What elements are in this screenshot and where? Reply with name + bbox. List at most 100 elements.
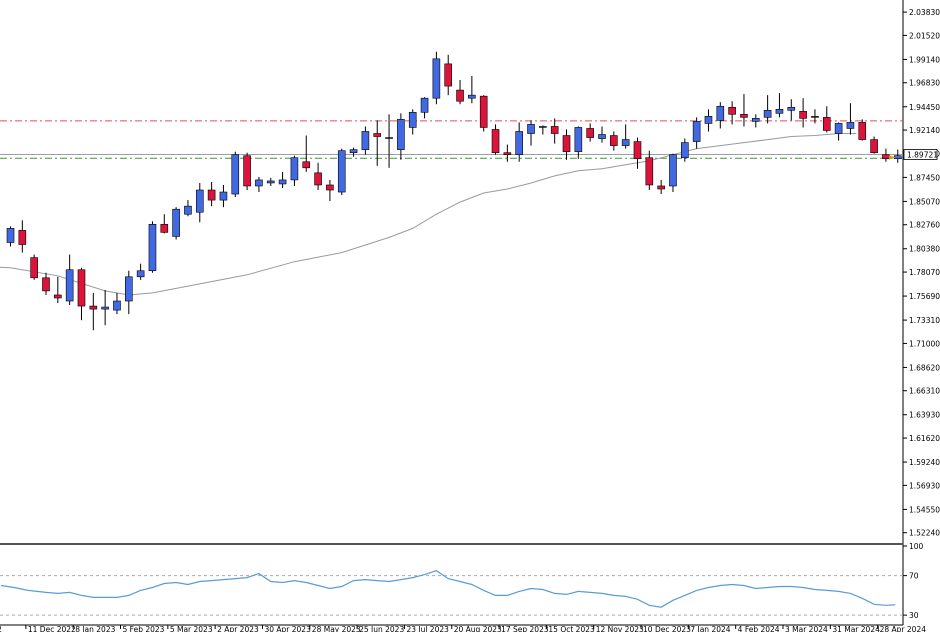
price-tick-label: 1.61620 (909, 434, 940, 443)
candle-body (408, 112, 417, 128)
candle-body (799, 111, 807, 119)
price-tick-label: 1.63930 (909, 411, 940, 420)
candle-body (65, 269, 74, 302)
candle-body (337, 150, 346, 193)
candle-body (255, 179, 263, 187)
candle-body (456, 89, 464, 102)
price-tick-label: 1.71000 (909, 339, 940, 348)
oscillator-tick-label: 70 (909, 572, 919, 581)
candle-body (373, 133, 382, 137)
candle-body (704, 116, 713, 124)
candle-body (219, 191, 228, 201)
candle-body (787, 106, 796, 111)
time-tick-label: 4 Feb 2024 (738, 625, 780, 632)
candle-body (420, 97, 429, 113)
candle-body (716, 105, 725, 121)
candle-body (870, 139, 878, 153)
price-tick-label: 1.54550 (909, 505, 940, 514)
candle-body (444, 63, 453, 87)
candle-body (491, 129, 500, 153)
price-tick-label: 1.56930 (909, 481, 940, 490)
time-tick-label: 7 Jan 2024 (690, 625, 730, 632)
moving-average-line (0, 133, 857, 296)
candle-body (645, 157, 654, 186)
candle-body (77, 269, 86, 307)
time-tick-label: 31 Mar 2024 (832, 625, 880, 632)
price-tick-label: 1.59240 (909, 458, 940, 467)
candle-body (775, 108, 784, 114)
time-tick-label: 11 Dec 2022 (28, 625, 76, 632)
price-tick-label: 2.03830 (909, 8, 940, 17)
candle-body (326, 184, 334, 191)
candle-body (539, 126, 547, 128)
candle-body (290, 157, 299, 181)
candle-body (54, 294, 62, 299)
candle-body (669, 154, 677, 187)
time-tick-label: 2 Apr 2023 (217, 625, 259, 632)
candle-body (172, 208, 180, 237)
candle-body (586, 128, 594, 138)
candle-body (621, 139, 630, 146)
candle-body (633, 141, 642, 160)
time-tick-label: 3 Mar 2024 (785, 625, 828, 632)
price-tick-label: 1.78070 (909, 268, 940, 277)
time-tick-label: 17 Sep 2023 (501, 625, 549, 632)
candle-body (822, 117, 831, 131)
candle-body (479, 95, 488, 128)
candle-body (278, 179, 287, 185)
candle-body (195, 189, 204, 213)
candle-body (657, 185, 665, 190)
candle-body (113, 300, 121, 311)
price-tick-label: 2.01520 (909, 31, 940, 40)
current-price-box (903, 149, 938, 160)
price-tick-label: 1.85070 (909, 197, 940, 206)
candle-body (846, 122, 855, 129)
candle-body (692, 121, 701, 142)
candle-body (160, 224, 169, 233)
time-tick-label: 5 Feb 2023 (123, 625, 165, 632)
time-tick-label: 28 May 2023 (312, 625, 361, 632)
candle-body (858, 122, 867, 140)
candle-body (302, 161, 311, 169)
candle-body (184, 205, 192, 215)
candle-body (550, 126, 559, 134)
candle-body (740, 114, 748, 118)
candle-body (385, 137, 393, 139)
candle-body (811, 116, 819, 118)
time-tick-label: 5 Mar 2023 (170, 625, 213, 632)
candle-body (574, 127, 583, 152)
oscillator-line (0, 570, 896, 608)
candle-body (148, 224, 157, 272)
candle-body (598, 134, 606, 139)
candle-body (681, 142, 689, 159)
candle-body (349, 149, 358, 153)
candle-body (266, 180, 275, 184)
current-price-arrow (889, 155, 896, 160)
oscillator-tick-label: 30 (909, 611, 919, 620)
candle-body (763, 109, 772, 118)
candle-body (101, 306, 109, 310)
time-tick-label: 10 Dec 2023 (643, 625, 691, 632)
price-tick-label: 1.52240 (909, 529, 940, 538)
price-tick-label: 1.99140 (909, 55, 940, 64)
candle-body (468, 94, 476, 99)
candle-body (231, 154, 240, 195)
oscillator-tick-label: 100 (909, 542, 924, 551)
candle-body (18, 230, 27, 245)
candle-body (503, 152, 512, 155)
price-tick-label: 1.94450 (909, 103, 940, 112)
time-tick-label: 8 Jan 2023 (75, 625, 115, 632)
candle-body (527, 124, 535, 134)
candle-body (30, 257, 38, 279)
candle-body (834, 123, 843, 134)
candle-body (751, 118, 760, 122)
candle-body (562, 135, 571, 152)
candle-body (314, 172, 322, 186)
time-tick-label: 23 Jul 2023 (406, 625, 449, 632)
time-tick-label: 15 Oct 2023 (548, 625, 595, 632)
candle-body (361, 131, 370, 150)
time-tick-label: 25 Jun 2023 (359, 625, 404, 632)
price-tick-label: 1.92140 (909, 126, 940, 135)
